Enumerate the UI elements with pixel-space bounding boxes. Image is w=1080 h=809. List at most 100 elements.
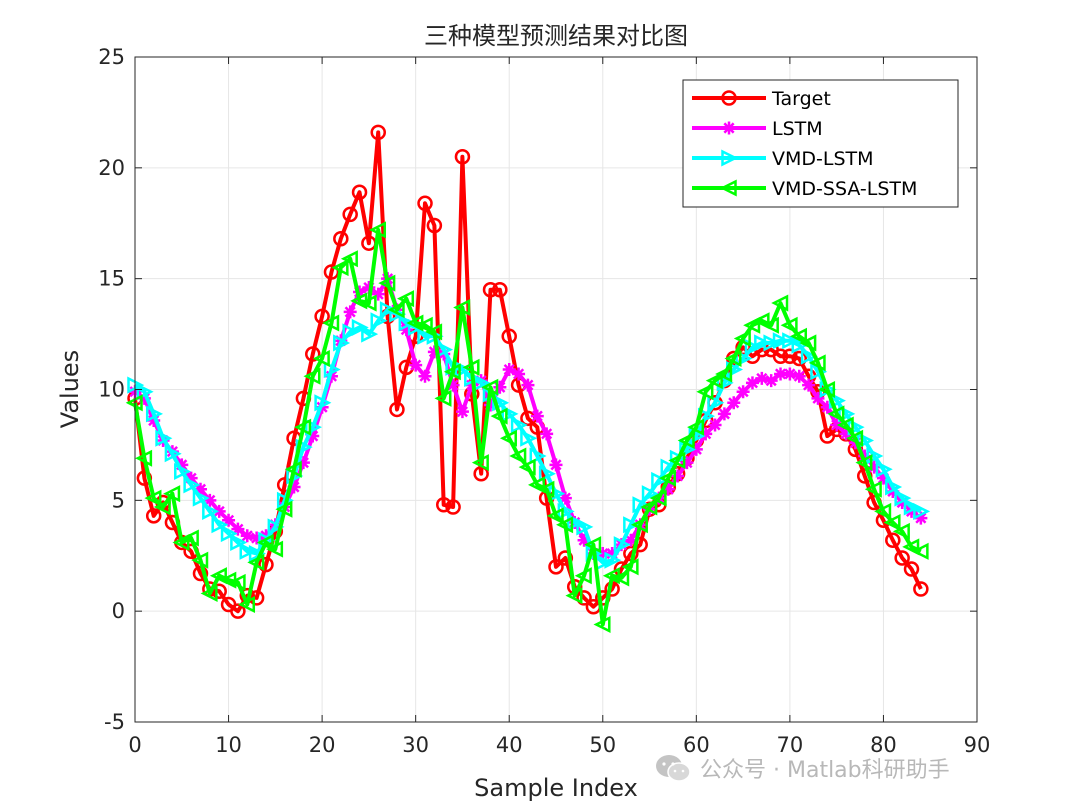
- legend-label: LSTM: [772, 118, 823, 140]
- data-point: [462, 358, 480, 376]
- data-point: [493, 380, 507, 394]
- data-point: [763, 334, 781, 352]
- data-point: [399, 323, 413, 337]
- data-point: [883, 513, 901, 532]
- wechat-icon: [656, 755, 691, 782]
- data-point: [144, 489, 162, 507]
- data-point: [305, 346, 321, 362]
- data-point: [885, 532, 901, 548]
- data-point: [744, 338, 762, 356]
- data-point: [435, 497, 452, 513]
- watermark-text: 公众号 · Matlab科研助手: [700, 758, 950, 783]
- data-point: [397, 290, 415, 308]
- data-point: [230, 533, 248, 551]
- y-tick-label: -5: [104, 710, 125, 734]
- data-point: [623, 516, 641, 534]
- data-point: [370, 124, 386, 141]
- data-point: [593, 615, 611, 633]
- data-point: [145, 405, 164, 423]
- data-point: [529, 447, 547, 465]
- data-point: [855, 454, 873, 472]
- data-point: [530, 409, 544, 423]
- data-point: [733, 329, 751, 348]
- data-point: [303, 367, 321, 385]
- data-point: [509, 447, 527, 465]
- data-point: [521, 378, 535, 392]
- data-point: [247, 553, 265, 571]
- data-point: [482, 282, 499, 298]
- data-point: [434, 389, 452, 407]
- data-point: [417, 327, 435, 345]
- data-point: [351, 184, 368, 200]
- data-point: [135, 449, 153, 467]
- y-ticks: -5 0 5 10 15 20 25: [98, 45, 977, 734]
- data-point: [632, 496, 650, 514]
- data-point: [454, 361, 472, 379]
- data-point: [716, 374, 734, 392]
- data-point: [820, 400, 834, 414]
- data-point: [612, 569, 630, 587]
- data-point: [305, 418, 323, 436]
- legend-entry: LSTM: [692, 118, 823, 140]
- data-point: [867, 460, 881, 474]
- data-point: [699, 427, 713, 441]
- data-point: [708, 418, 722, 432]
- data-point: [604, 551, 622, 569]
- data-point: [838, 405, 856, 423]
- data-point: [687, 418, 705, 436]
- data-point: [266, 540, 284, 558]
- data-point: [903, 498, 921, 516]
- y-tick-label: 25: [98, 45, 125, 69]
- data-point: [211, 516, 229, 534]
- data-point: [745, 376, 759, 390]
- data-point: [331, 259, 349, 277]
- data-point: [540, 427, 554, 441]
- data-point: [548, 559, 564, 575]
- x-tick-label: 70: [777, 733, 804, 757]
- y-tick-label: 0: [112, 599, 125, 623]
- data-point: [596, 547, 610, 561]
- data-point: [340, 250, 358, 268]
- data-point: [202, 502, 220, 520]
- data-point: [323, 264, 340, 280]
- data-point: [836, 416, 854, 434]
- data-point: [651, 471, 669, 489]
- data-point: [761, 316, 779, 334]
- data-point: [314, 308, 330, 325]
- x-tick-label: 90: [964, 733, 991, 757]
- data-point: [222, 513, 236, 527]
- data-point: [771, 294, 789, 312]
- data-point: [791, 336, 809, 354]
- data-point: [864, 480, 882, 498]
- data-point: [484, 398, 498, 412]
- x-tick-label: 40: [496, 733, 523, 757]
- data-point: [323, 361, 341, 379]
- data-point: [250, 531, 264, 545]
- data-point: [192, 489, 210, 507]
- data-point: [163, 485, 181, 503]
- data-point: [518, 458, 536, 476]
- data-point: [295, 438, 313, 456]
- data-point: [764, 374, 778, 388]
- data-point: [510, 416, 528, 434]
- data-point: [649, 489, 667, 507]
- data-point: [658, 469, 677, 487]
- data-point: [584, 536, 602, 554]
- data-point: [696, 383, 714, 401]
- data-point: [782, 332, 800, 350]
- data-point: [314, 394, 332, 412]
- data-point: [445, 499, 461, 515]
- y-tick-label: 20: [98, 156, 125, 180]
- legend-marker: [719, 179, 737, 197]
- data-point: [415, 316, 433, 334]
- data-point: [799, 334, 817, 352]
- data-point: [705, 372, 723, 390]
- data-point: [136, 383, 154, 401]
- x-tick-label: 50: [589, 733, 616, 757]
- data-point: [640, 498, 658, 516]
- data-point: [913, 502, 931, 520]
- legend-marker: [721, 149, 739, 167]
- data-point: [203, 493, 217, 507]
- y-tick-label: 5: [112, 488, 125, 512]
